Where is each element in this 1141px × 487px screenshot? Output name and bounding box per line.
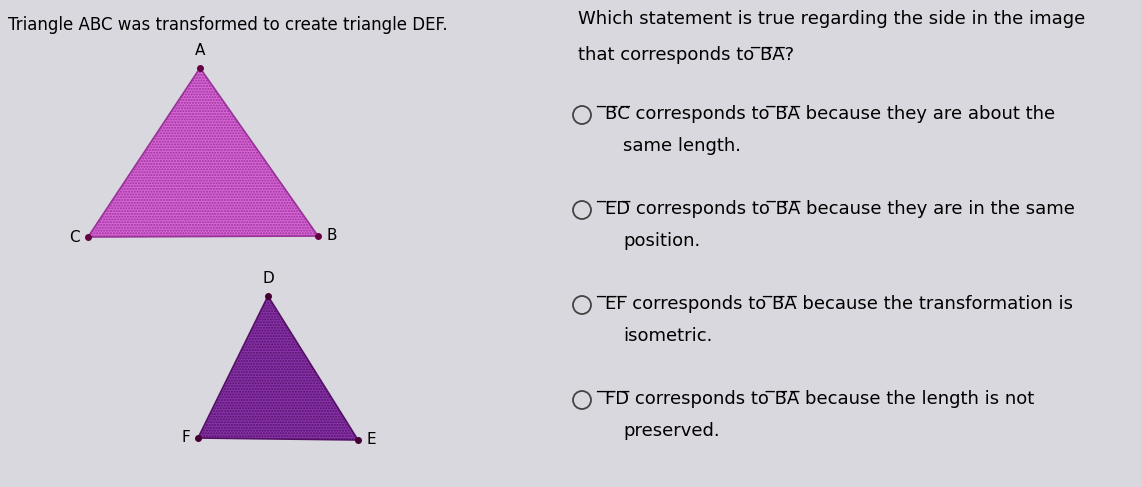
Text: ̅E̅F̅ corresponds to ̅B̅A̅ because the transformation is: ̅E̅F̅ corresponds to ̅B̅A̅ because the t… bbox=[605, 295, 1073, 313]
Text: D: D bbox=[262, 271, 274, 286]
Text: Triangle ABC was transformed to create triangle DEF.: Triangle ABC was transformed to create t… bbox=[8, 16, 447, 34]
Polygon shape bbox=[199, 296, 358, 440]
Text: same length.: same length. bbox=[623, 137, 741, 155]
Text: that corresponds to ̅B̅A̅?: that corresponds to ̅B̅A̅? bbox=[578, 46, 794, 64]
Text: C: C bbox=[70, 229, 80, 244]
Text: Which statement is true regarding the side in the image: Which statement is true regarding the si… bbox=[578, 10, 1085, 28]
Text: E: E bbox=[366, 432, 375, 448]
Text: F: F bbox=[181, 431, 191, 446]
Text: B: B bbox=[326, 228, 337, 244]
Text: ̅F̅D̅ corresponds to ̅B̅A̅ because the length is not: ̅F̅D̅ corresponds to ̅B̅A̅ because the l… bbox=[605, 390, 1034, 408]
Text: preserved.: preserved. bbox=[623, 422, 720, 440]
Text: position.: position. bbox=[623, 232, 701, 250]
Text: ̅B̅C̅ corresponds to ̅B̅A̅ because they are about the: ̅B̅C̅ corresponds to ̅B̅A̅ because they … bbox=[605, 105, 1055, 123]
Polygon shape bbox=[88, 68, 318, 237]
Text: A: A bbox=[195, 43, 205, 58]
Text: ̅E̅D̅ corresponds to ̅B̅A̅ because they are in the same: ̅E̅D̅ corresponds to ̅B̅A̅ because they … bbox=[605, 200, 1075, 218]
Text: isometric.: isometric. bbox=[623, 327, 712, 345]
